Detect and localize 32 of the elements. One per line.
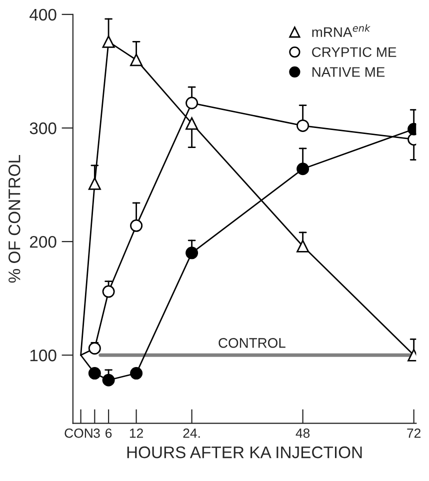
y-tick-label: 200 [30,236,56,248]
x-tick-label: 3 [94,428,100,438]
y-tick-label: 400 [30,8,56,21]
point [186,117,198,130]
point [102,374,115,386]
point [186,96,198,110]
y-tick-label: 100 [30,350,56,362]
point [88,342,101,355]
point [102,35,115,48]
point [130,219,143,232]
x-tick-label: 72 [407,428,420,438]
point [296,162,310,176]
ref-line-label: CONTROL [218,338,286,348]
point [296,119,310,132]
point [130,54,143,66]
y-tick-label: 300 [30,122,56,134]
x-tick-label: 48 [296,428,310,438]
x-axis-title: HOURS AFTER KA INJECTION [127,446,362,458]
x-tick-label: 12 [130,428,143,438]
x-tick-label: 6 [106,428,112,438]
point [88,367,101,380]
x-tick-label: 24. [183,428,200,438]
legend-label: NATIVE ME [312,67,385,77]
legend-label: CRYPTIC ME [312,47,396,58]
point [296,240,310,252]
legend-label: mRNA$^{enk}$ [312,24,370,37]
point [130,367,143,380]
point [186,246,198,260]
point [88,177,101,190]
point [102,285,115,298]
x-tick-label: CON [64,428,92,438]
y-axis-title: % OF CONTROL [8,155,20,283]
